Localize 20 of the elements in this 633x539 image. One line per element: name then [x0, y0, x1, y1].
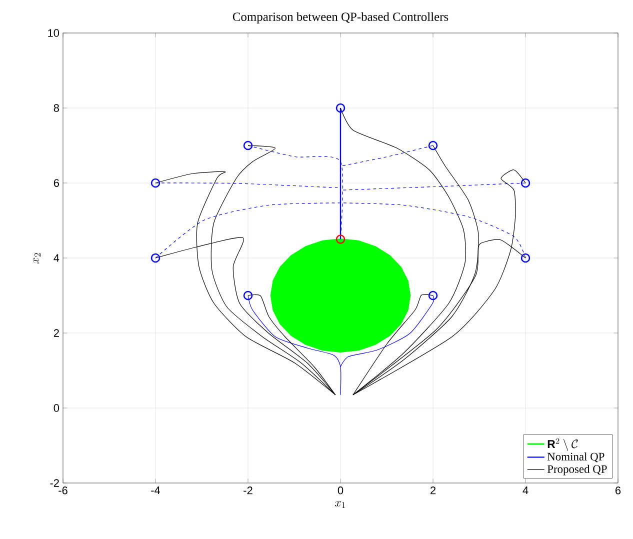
y-tick-label: 8	[54, 104, 59, 112]
y-tick-label: 2	[54, 329, 59, 337]
x-tick-label: -4	[151, 486, 160, 494]
y-tick-label: 4	[54, 254, 60, 262]
x-tick-label: 0	[338, 486, 344, 494]
x-axis-title: $x_1$	[334, 501, 346, 508]
x-tick-label: 4	[522, 486, 528, 494]
y-axis-title: $x_2$	[33, 253, 40, 264]
y-tick-label: -2	[50, 479, 59, 487]
x-tick-label: 6	[616, 486, 621, 494]
legend-label: $\mathbf{R}^2 \setminus \mathcal{C}$	[548, 438, 578, 451]
y-tick-label: 6	[54, 179, 59, 187]
y-tick-label: 0	[54, 404, 60, 412]
x-tick-label: -2	[244, 486, 252, 494]
x-tick-label: -6	[58, 486, 68, 494]
y-tick-label: 10	[48, 29, 60, 37]
x-tick-label: 2	[430, 486, 436, 494]
chart-title: Comparison between QP-based Controllers	[232, 12, 448, 24]
legend-label: Nominal QP	[547, 452, 604, 462]
legend-label: Proposed QP	[547, 464, 607, 476]
